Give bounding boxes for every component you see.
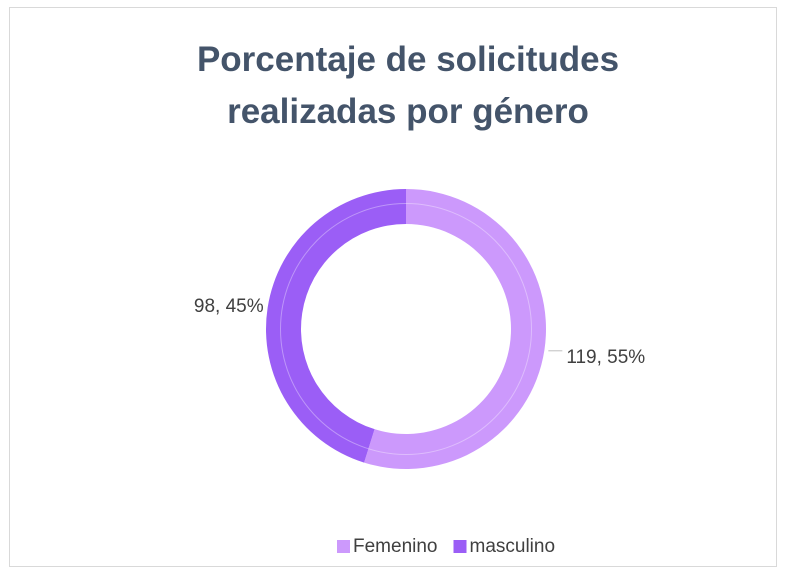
legend-swatch	[453, 540, 467, 553]
data-label: 98, 45%	[194, 296, 264, 317]
legend-swatch	[337, 540, 350, 553]
legend-label: masculino	[470, 536, 556, 557]
data-label: 119, 55%	[566, 347, 645, 368]
inner-ring	[280, 203, 532, 455]
legend-label: Femenino	[353, 536, 438, 557]
donut-slice	[364, 189, 547, 469]
chart-title: Porcentaje de solicitudes realizadas por…	[196, 40, 620, 131]
donut-slice	[266, 189, 406, 463]
chart-frame	[9, 7, 777, 567]
